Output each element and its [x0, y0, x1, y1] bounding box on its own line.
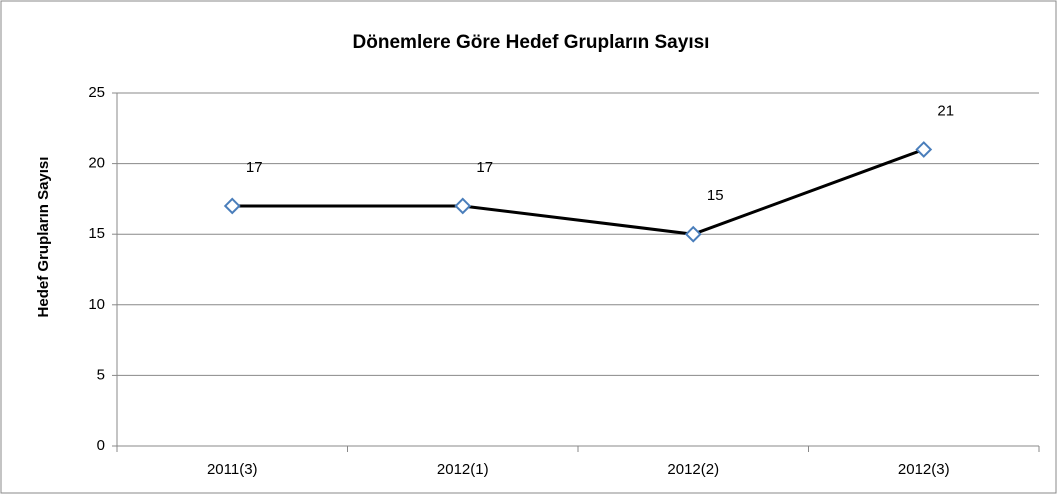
y-tick-label: 25 [88, 84, 105, 101]
marker [684, 225, 702, 243]
marker [915, 141, 933, 158]
x-tick-label: 2011(3) [207, 461, 258, 478]
marker [454, 197, 472, 215]
marker [223, 197, 241, 215]
chart-title: Dönemlere Göre Hedef Grupların Sayısı [353, 32, 710, 53]
x-tick-label: 2012(3) [898, 461, 950, 478]
data-label: 21 [937, 102, 954, 119]
data-label: 15 [707, 187, 724, 204]
x-tick-label: 2012(2) [667, 461, 719, 478]
y-tick-label: 20 [88, 155, 105, 172]
y-tick-label: 10 [88, 296, 105, 313]
y-tick-label: 5 [97, 366, 105, 383]
data-label: 17 [476, 159, 493, 176]
y-tick-label: 15 [88, 225, 105, 242]
line [232, 148, 925, 236]
y-axis-label: Hedef Grupların Sayısı [35, 157, 52, 318]
data-label: 17 [246, 159, 263, 176]
x-tick-label: 2012(1) [437, 461, 489, 478]
y-tick-label: 0 [97, 437, 105, 454]
